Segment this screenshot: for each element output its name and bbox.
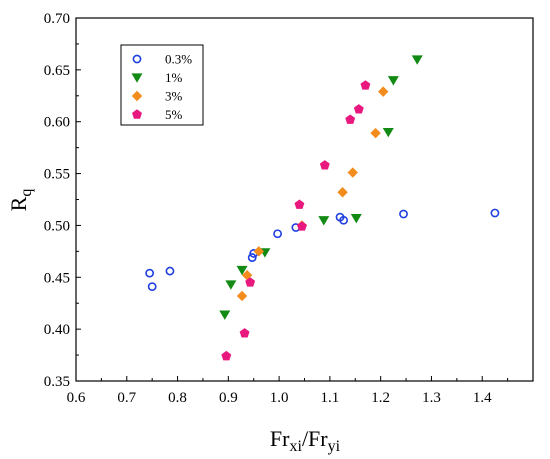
legend-marker [132,109,142,119]
data-point [347,167,358,178]
data-point [382,127,394,138]
legend-item: 1% [131,70,183,85]
data-points [145,55,500,361]
data-point [353,104,364,114]
x-tick-label: 1.2 [371,390,390,406]
x-axis-title-sub2: yi [328,438,341,455]
data-point [245,277,256,287]
y-axis-title-main: R [6,196,31,211]
data-point [318,216,330,226]
y-tick-label: 0.55 [44,167,70,183]
x-axis-title-main: Fr [270,426,290,451]
data-point [247,253,257,262]
data-point [236,265,248,276]
data-point [350,214,362,224]
legend-label: 5% [165,107,183,122]
data-point [490,208,500,218]
data-point [297,221,307,231]
x-axis-title: Frxi/Fryi [270,426,341,455]
series-3 [236,86,389,302]
data-point [378,86,389,97]
x-tick-label: 0.8 [168,390,187,406]
y-tick-label: 0.50 [44,218,70,234]
data-point [294,199,305,209]
data-point [360,80,371,90]
data-point [339,215,348,225]
x-tick-label: 1.4 [473,390,492,406]
data-point [225,280,237,290]
y-tick-label: 0.35 [44,374,70,390]
x-tick-label: 0.9 [219,390,238,406]
x-tick-label: 1.0 [270,390,289,406]
legend-marker [132,54,142,64]
x-axis-title-sub1: xi [289,438,302,455]
data-point [273,229,282,239]
y-tick-label: 0.40 [44,322,70,338]
x-tick-label: 0.7 [117,390,136,406]
x-tick-label: 0.6 [67,390,86,406]
data-point [345,114,356,124]
data-point [319,160,330,170]
data-point [147,282,157,292]
data-point [387,76,399,86]
data-point [219,310,231,320]
series-2 [219,55,423,320]
data-point [239,328,250,338]
y-tick-label: 0.45 [44,270,70,286]
y-tick-label: 0.65 [44,63,70,79]
legend-marker [131,73,143,83]
x-tick-label: 1.3 [422,390,441,406]
series-4 [221,80,371,361]
data-point [411,55,423,65]
x-axis-title-sep: /Fr [302,426,328,451]
y-axis-title: Rq [6,189,35,212]
data-point [399,209,408,219]
data-point [165,266,175,276]
legend: 0.3% 1% 3% 5% [120,44,204,126]
x-axis: 0.6 0.7 0.8 0.9 1.0 1.1 1.2 1.3 1.4 [67,376,509,406]
data-point [253,246,264,257]
legend-marker [131,90,143,102]
data-point [236,290,248,302]
y-axis-title-sub: q [18,189,35,197]
data-point [337,187,348,198]
legend-items: 0.3% 1% 3% 5% [131,52,192,122]
legend-label: 0.3% [165,52,192,67]
legend-label: 3% [165,89,183,104]
data-point [221,350,232,361]
legend-item: 0.3% [132,52,192,67]
legend-item: 3% [131,89,183,104]
legend-item: 5% [132,107,183,122]
data-point [370,127,381,139]
data-point [145,268,155,278]
y-axis: 0.35 0.40 0.45 0.50 0.55 0.60 0.65 0.70 [44,11,81,390]
y-tick-label: 0.60 [44,115,70,131]
legend-label: 1% [165,70,183,85]
y-tick-label: 0.70 [44,11,70,27]
x-tick-label: 1.1 [321,390,340,406]
